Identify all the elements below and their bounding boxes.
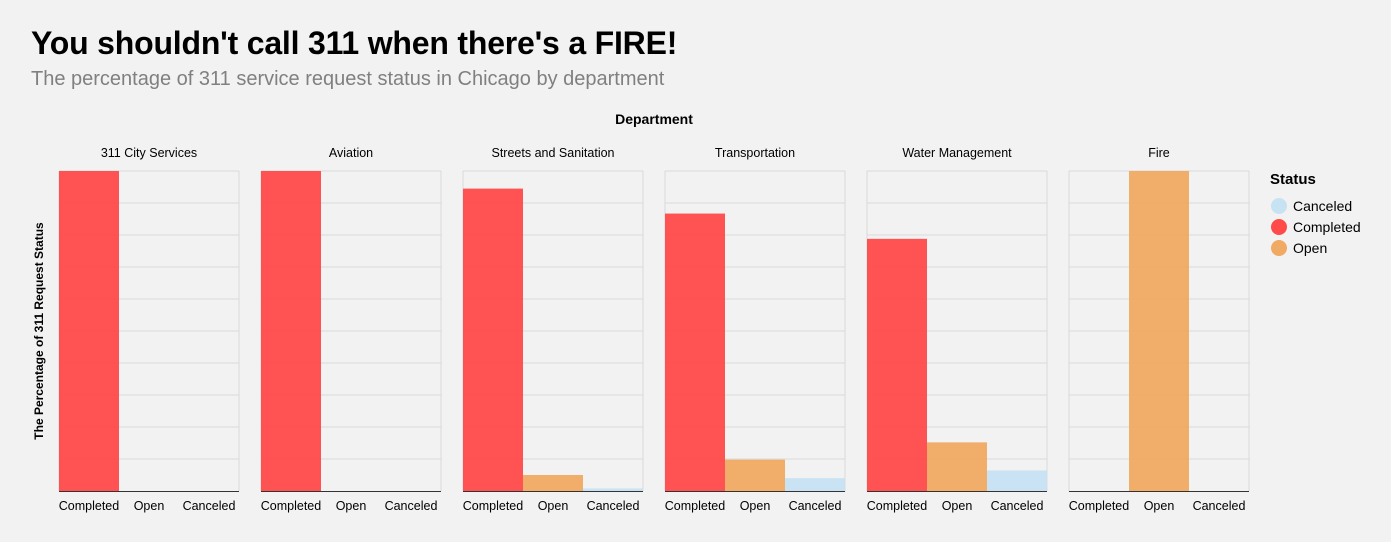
x-tick-label: Completed: [463, 499, 523, 513]
bar-water-management-canceled: [987, 470, 1047, 491]
panel-title-311-city-services: 311 City Services: [101, 146, 197, 160]
bar-transportation-open: [725, 459, 785, 491]
x-tick-label: Open: [942, 499, 973, 513]
bar-transportation-canceled: [785, 478, 845, 491]
x-tick-label: Canceled: [789, 499, 842, 513]
bar-aviation-completed: [261, 171, 321, 491]
bar-streets-and-sanitation-canceled: [583, 488, 643, 491]
x-tick-label: Completed: [1069, 499, 1129, 513]
y-axis-label: The Percentage of 311 Request Status: [32, 222, 46, 440]
legend-title: Status: [1270, 171, 1316, 188]
x-tick-label: Completed: [867, 499, 927, 513]
x-tick-label: Open: [1144, 499, 1175, 513]
legend-label-completed: Completed: [1293, 219, 1361, 235]
x-tick-label: Open: [336, 499, 367, 513]
legend-label-open: Open: [1293, 240, 1327, 256]
bar-water-management-completed: [867, 238, 927, 491]
legend-swatch-completed: [1271, 219, 1287, 235]
chart-subtitle: The percentage of 311 service request st…: [31, 68, 665, 90]
x-tick-label: Open: [134, 499, 165, 513]
legend-label-canceled: Canceled: [1293, 198, 1352, 214]
bar-streets-and-sanitation-open: [523, 475, 583, 491]
x-tick-label: Completed: [665, 499, 725, 513]
panel-title-fire: Fire: [1148, 146, 1170, 160]
bar-fire-open: [1129, 171, 1189, 491]
x-tick-label: Canceled: [1193, 499, 1246, 513]
legend-swatch-canceled: [1271, 198, 1287, 214]
facet-header: Department: [615, 111, 693, 127]
legend-swatch-open: [1271, 240, 1287, 256]
bar-311-city-services-completed: [59, 171, 119, 491]
bar-streets-and-sanitation-completed: [463, 188, 523, 491]
bar-transportation-completed: [665, 213, 725, 491]
panel-title-transportation: Transportation: [715, 146, 795, 160]
panel-title-aviation: Aviation: [329, 146, 373, 160]
x-tick-label: Completed: [261, 499, 321, 513]
x-tick-label: Canceled: [587, 499, 640, 513]
panel-title-water-management: Water Management: [902, 146, 1012, 160]
x-tick-label: Open: [538, 499, 569, 513]
chart-title: You shouldn't call 311 when there's a FI…: [31, 25, 678, 61]
panel-title-streets-and-sanitation: Streets and Sanitation: [492, 146, 615, 160]
x-tick-label: Canceled: [991, 499, 1044, 513]
x-tick-label: Completed: [59, 499, 119, 513]
x-tick-label: Canceled: [385, 499, 438, 513]
x-tick-label: Open: [740, 499, 771, 513]
bar-water-management-open: [927, 442, 987, 491]
x-tick-label: Canceled: [183, 499, 236, 513]
